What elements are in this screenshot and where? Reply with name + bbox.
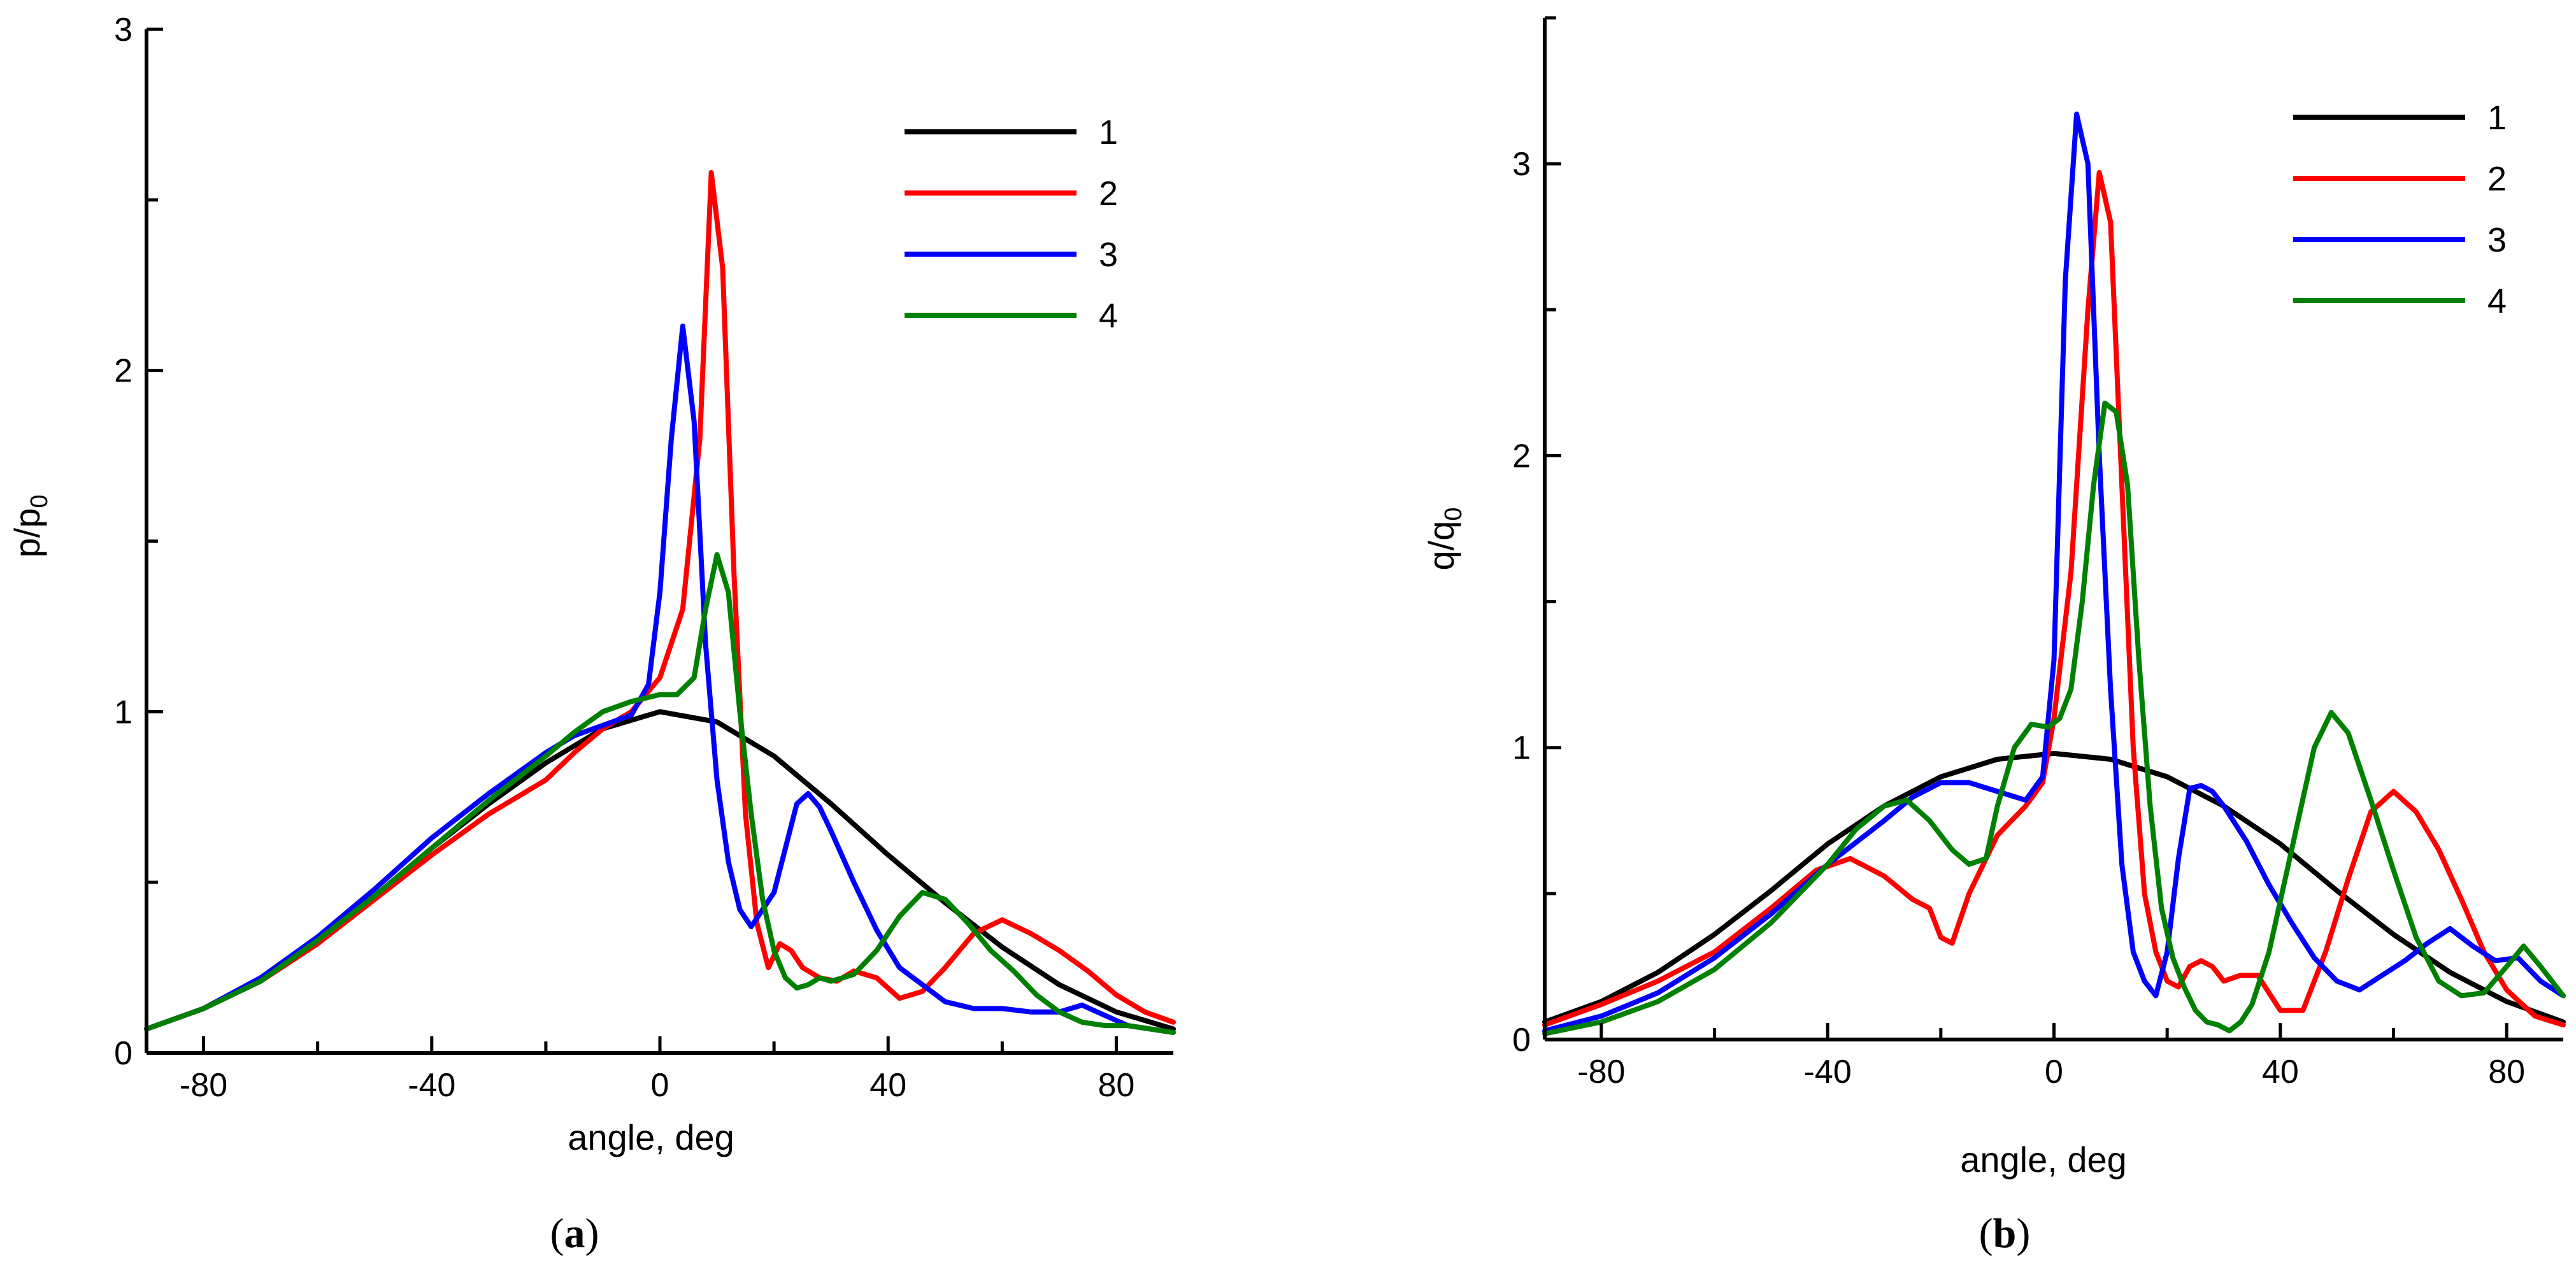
chart-a-ylabel: p/p0 bbox=[7, 495, 53, 558]
x-tick-label: -40 bbox=[1804, 1054, 1852, 1090]
chart-a-legend: 1 2 3 4 bbox=[905, 113, 1118, 335]
legend-label-2: 2 bbox=[1099, 175, 1118, 213]
series-3-line bbox=[1542, 111, 2566, 1034]
y-tick-label: 2 bbox=[1512, 438, 1531, 475]
chart-b-legend: 1 2 3 4 bbox=[2293, 99, 2507, 320]
series-4-line bbox=[1542, 400, 2566, 1036]
y-tick-label: 0 bbox=[1512, 1022, 1531, 1059]
x-tick-label: 0 bbox=[651, 1067, 669, 1104]
legend-label-1: 1 bbox=[1099, 113, 1118, 152]
legend-label-3: 3 bbox=[1099, 236, 1118, 274]
chart-a-curves bbox=[144, 170, 1176, 1035]
y-tick-label: 3 bbox=[1512, 146, 1531, 183]
y-tick-label: 0 bbox=[114, 1035, 132, 1072]
series-2-line bbox=[1542, 169, 2566, 1028]
chart-a-panel-label: (a) bbox=[550, 1210, 599, 1257]
x-tick-label: -40 bbox=[408, 1067, 455, 1104]
legend-label-4: 4 bbox=[1099, 297, 1118, 335]
y-tick-label: 2 bbox=[114, 353, 132, 390]
legend-label-2: 2 bbox=[2487, 160, 2507, 198]
chart-a-axes: 0 1 2 3 -80 -40 0 40 80 bbox=[114, 11, 1173, 1104]
series-1-line bbox=[144, 709, 1176, 1032]
chart-b: 0 1 2 3 -80 -40 0 40 80 angle, deg q/q0 (b) 1 2 3 4 bbox=[1421, 16, 2566, 1257]
chart-b-ylabel: q/q0 bbox=[1421, 508, 1467, 571]
x-tick-label: 0 bbox=[2045, 1054, 2063, 1090]
chart-a-xlabel: angle, deg bbox=[568, 1117, 734, 1157]
x-tick-label: 40 bbox=[869, 1067, 906, 1104]
series-3-line bbox=[144, 324, 1176, 1035]
x-tick-label: 80 bbox=[2488, 1054, 2525, 1090]
series-1-line bbox=[1542, 750, 2566, 1025]
chart-a: 0 1 2 3 -80 -40 0 40 80 angle, deg p/p0 (a) 1 2 3 4 bbox=[7, 11, 1176, 1257]
x-tick-label: 80 bbox=[1098, 1067, 1135, 1104]
series-2-line bbox=[144, 170, 1176, 1032]
chart-b-xlabel: angle, deg bbox=[1960, 1140, 2127, 1180]
x-tick-label: -80 bbox=[180, 1067, 227, 1104]
x-tick-label: 40 bbox=[2262, 1054, 2299, 1090]
y-tick-label: 3 bbox=[114, 11, 132, 48]
x-tick-label: -80 bbox=[1577, 1054, 1625, 1090]
chart-b-curves bbox=[1542, 111, 2566, 1036]
legend-label-1: 1 bbox=[2487, 99, 2507, 137]
legend-label-4: 4 bbox=[2487, 282, 2507, 320]
y-tick-label: 1 bbox=[114, 694, 132, 731]
chart-b-panel-label: (b) bbox=[1979, 1210, 2031, 1257]
legend-label-3: 3 bbox=[2487, 221, 2507, 259]
chart-b-axes: 0 1 2 3 -80 -40 0 40 80 bbox=[1512, 16, 2563, 1090]
y-tick-label: 1 bbox=[1512, 730, 1531, 767]
series-4-line bbox=[144, 552, 1176, 1035]
